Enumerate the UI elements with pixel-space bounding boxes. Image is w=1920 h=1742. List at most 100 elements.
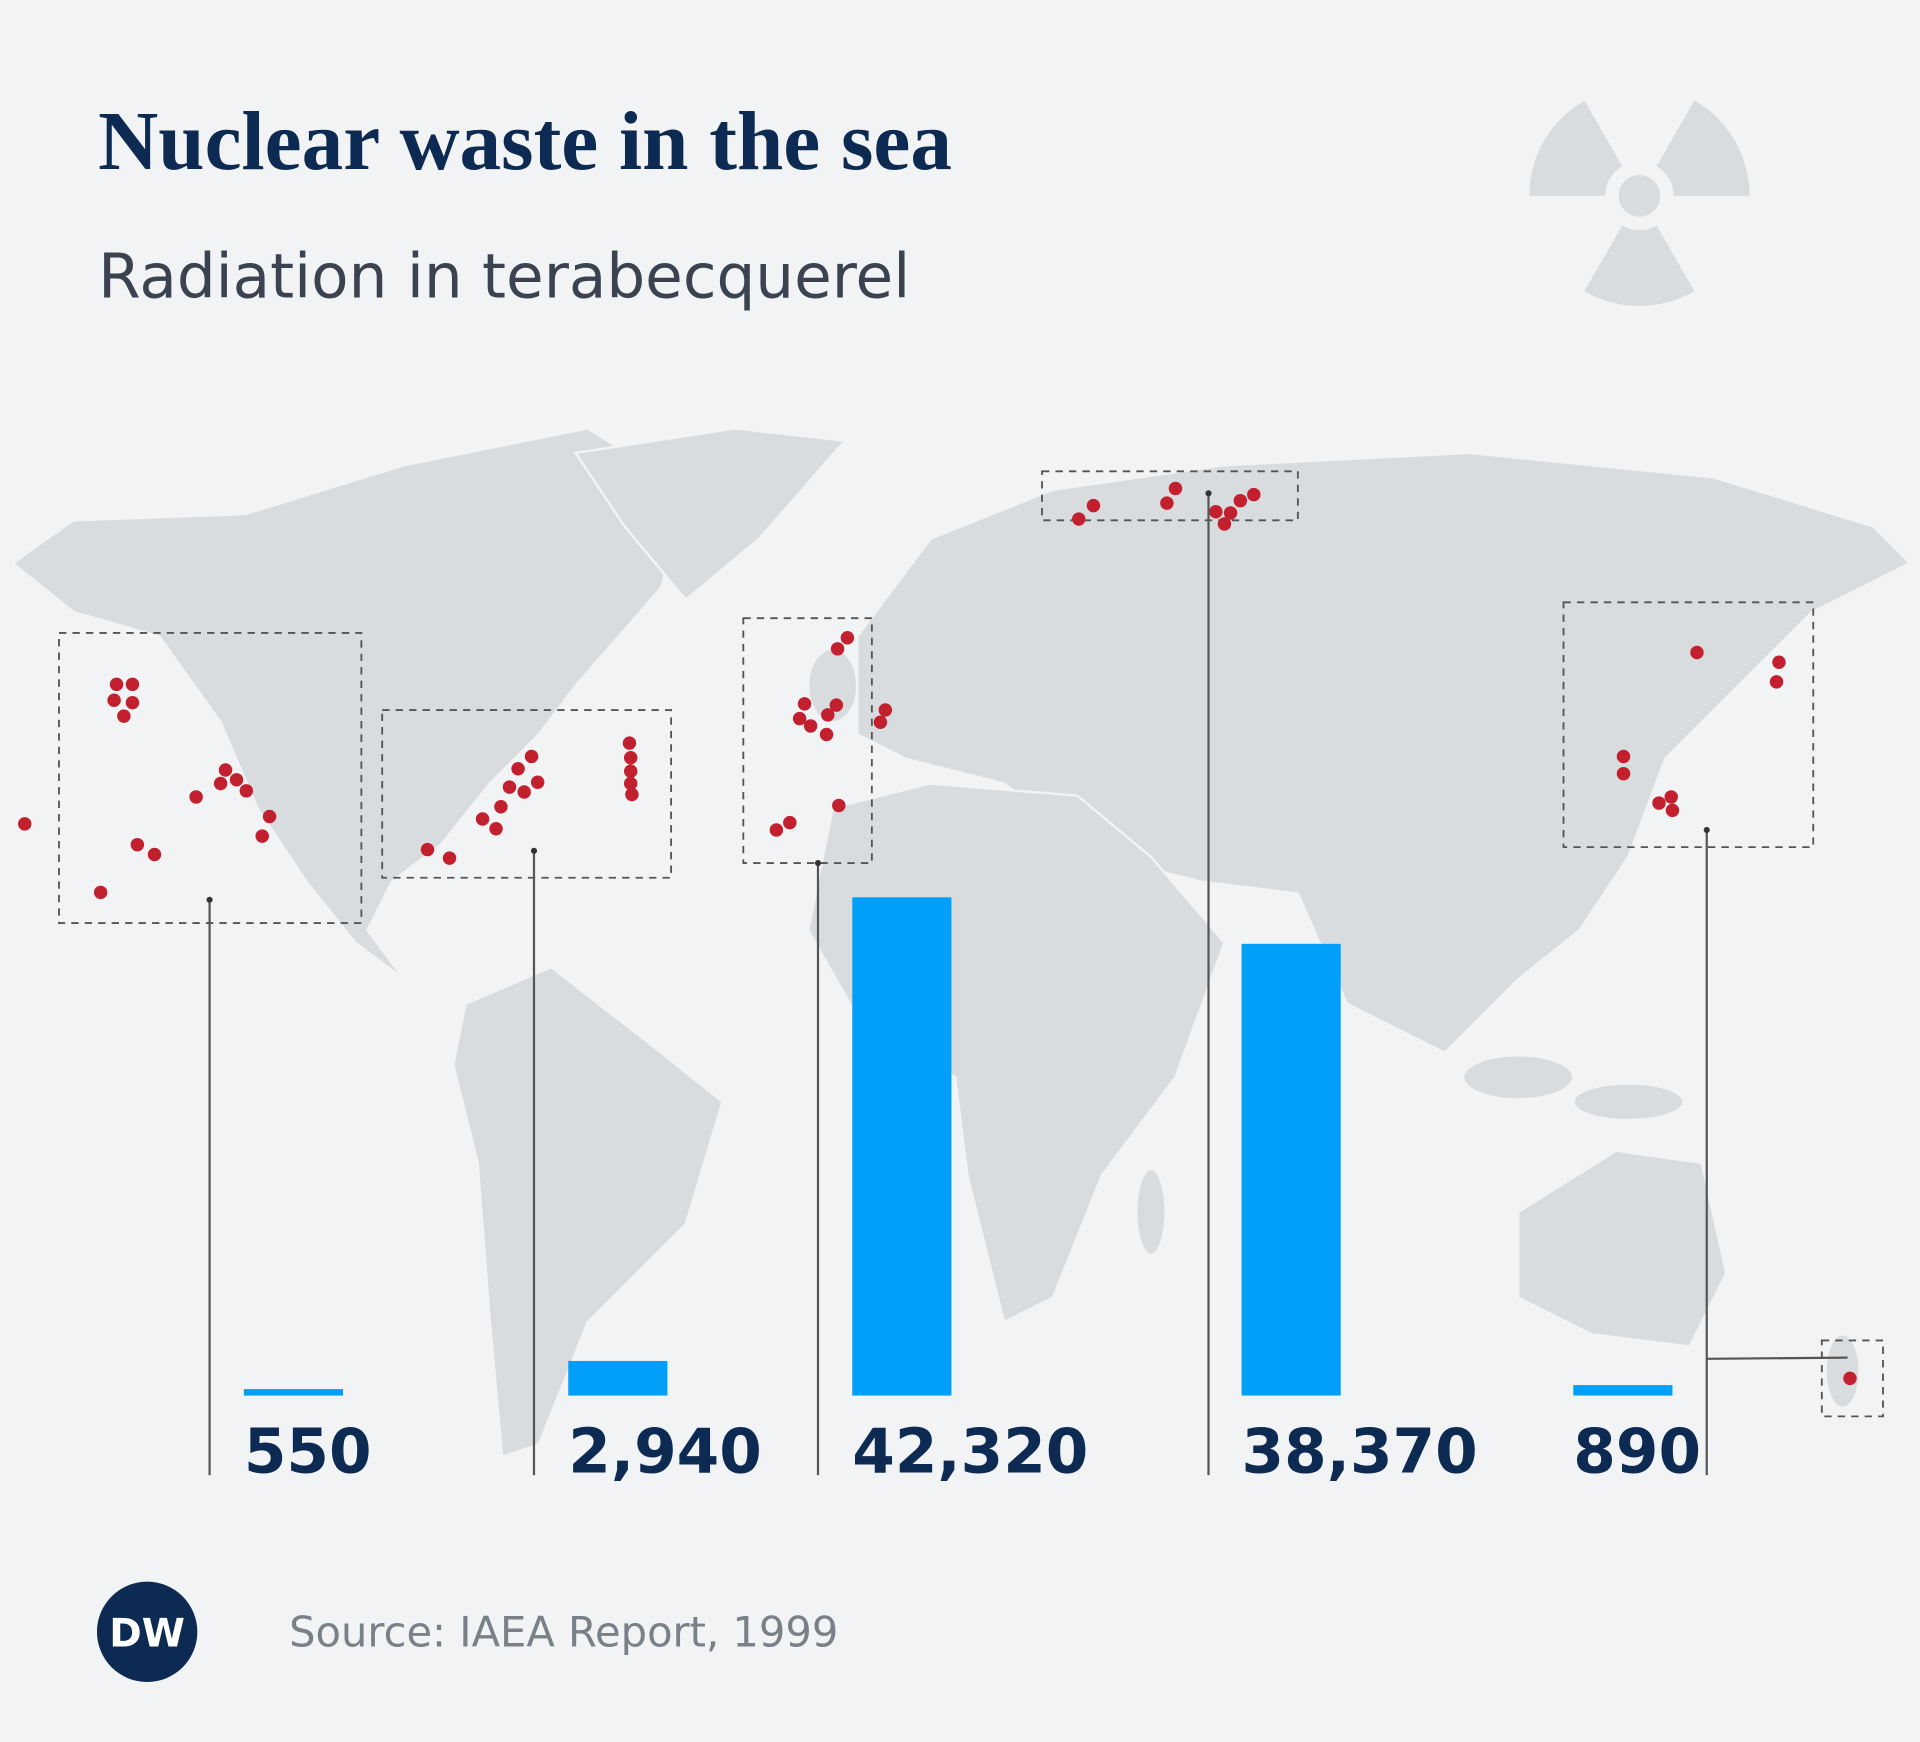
- dump-site: [125, 695, 140, 710]
- dump-site: [117, 709, 131, 723]
- dump-site: [1209, 504, 1223, 519]
- dump-site: [107, 693, 121, 707]
- dump-site: [623, 751, 638, 765]
- dump-site: [1616, 749, 1631, 764]
- leader-end: [814, 859, 822, 867]
- value-label: 42,320: [852, 1417, 1088, 1488]
- dump-site: [840, 631, 855, 645]
- dump-site: [420, 842, 435, 857]
- dump-site: [125, 677, 140, 692]
- radiation-blade: [1529, 100, 1623, 196]
- dump-site: [819, 727, 834, 742]
- dump-site: [255, 829, 269, 843]
- australia: [1516, 1149, 1728, 1348]
- dump-site: [1233, 493, 1248, 508]
- dump-site: [1086, 498, 1101, 513]
- dump-site: [1616, 766, 1631, 781]
- south-america: [451, 965, 724, 1459]
- value-label: 2,940: [568, 1417, 762, 1488]
- dump-site: [830, 642, 845, 656]
- dump-site: [783, 815, 797, 830]
- dump-site: [189, 790, 203, 804]
- dump-site: [262, 809, 277, 824]
- dump-site: [623, 764, 638, 778]
- bar: [1241, 943, 1341, 1396]
- dump-site: [218, 763, 233, 777]
- dump-site: [1072, 512, 1086, 526]
- dump-site: [489, 822, 503, 836]
- madagascar: [1135, 1167, 1167, 1257]
- leader-end: [1703, 826, 1710, 834]
- region-box: [1820, 1339, 1884, 1418]
- dump-site: [1217, 517, 1232, 531]
- dump-site: [769, 823, 784, 837]
- dump-site: [1664, 790, 1678, 804]
- dump-site: [1690, 645, 1704, 660]
- radiation-center: [1618, 175, 1661, 217]
- chart-subtitle: Radiation in terabecquerel: [98, 241, 910, 312]
- dump-site: [511, 762, 525, 776]
- dump-site: [829, 698, 844, 712]
- dump-site: [803, 719, 818, 733]
- dump-site: [213, 776, 228, 791]
- source: Source: IAEA Report, 1999: [289, 1608, 838, 1657]
- dump-site: [1652, 796, 1666, 810]
- dump-site: [1843, 1371, 1857, 1386]
- dump-site: [442, 851, 457, 865]
- leader-end: [1205, 490, 1212, 497]
- new-guinea: [1572, 1082, 1685, 1122]
- leader-end: [530, 847, 538, 854]
- dump-site: [130, 837, 145, 852]
- dump-site: [1160, 496, 1174, 510]
- leader-line: [1706, 1356, 1848, 1360]
- dump-site: [832, 798, 846, 813]
- dump-site: [1168, 481, 1183, 496]
- dump-site: [792, 711, 807, 726]
- dump-site: [622, 736, 637, 750]
- dump-site: [625, 787, 639, 802]
- bar: [852, 897, 952, 1396]
- dump-site: [873, 715, 888, 729]
- region-box: [742, 617, 873, 864]
- dump-site: [17, 817, 32, 831]
- dump-site: [475, 812, 490, 826]
- chart-title: Nuclear waste in the sea: [98, 96, 952, 188]
- new-zealand: [1824, 1333, 1861, 1410]
- indonesia: [1461, 1054, 1575, 1101]
- dump-site: [109, 677, 124, 692]
- dump-site: [1665, 803, 1680, 818]
- north-america: [10, 427, 688, 981]
- region-box: [1041, 470, 1299, 522]
- dump-site: [502, 780, 517, 794]
- value-label: 38,370: [1242, 1417, 1478, 1488]
- dump-site: [229, 773, 244, 787]
- dump-site: [239, 784, 254, 798]
- dump-site: [147, 847, 162, 862]
- radiation-icon: [1529, 100, 1750, 306]
- radiation-blade: [1584, 225, 1695, 306]
- dump-site: [93, 885, 108, 900]
- dump-site: [797, 697, 812, 711]
- radiation-blade: [1656, 100, 1750, 196]
- dump-site: [494, 799, 508, 814]
- region-box: [1562, 601, 1815, 849]
- logo: DW: [109, 1612, 185, 1657]
- dump-site: [623, 776, 638, 791]
- bar: [243, 1389, 344, 1396]
- dump-site: [878, 703, 893, 717]
- leader-end: [206, 896, 213, 903]
- bar: [1573, 1385, 1673, 1396]
- value-label: 890: [1573, 1417, 1701, 1488]
- dump-site: [821, 708, 835, 722]
- dump-site: [517, 785, 531, 799]
- greenland: [573, 427, 848, 602]
- dump-site: [1247, 487, 1261, 502]
- logo-badge: [96, 1581, 198, 1683]
- dump-site: [1772, 655, 1786, 670]
- dump-site: [1769, 675, 1784, 689]
- value-label: 550: [244, 1417, 372, 1488]
- bar: [568, 1360, 668, 1396]
- dump-site: [524, 749, 539, 764]
